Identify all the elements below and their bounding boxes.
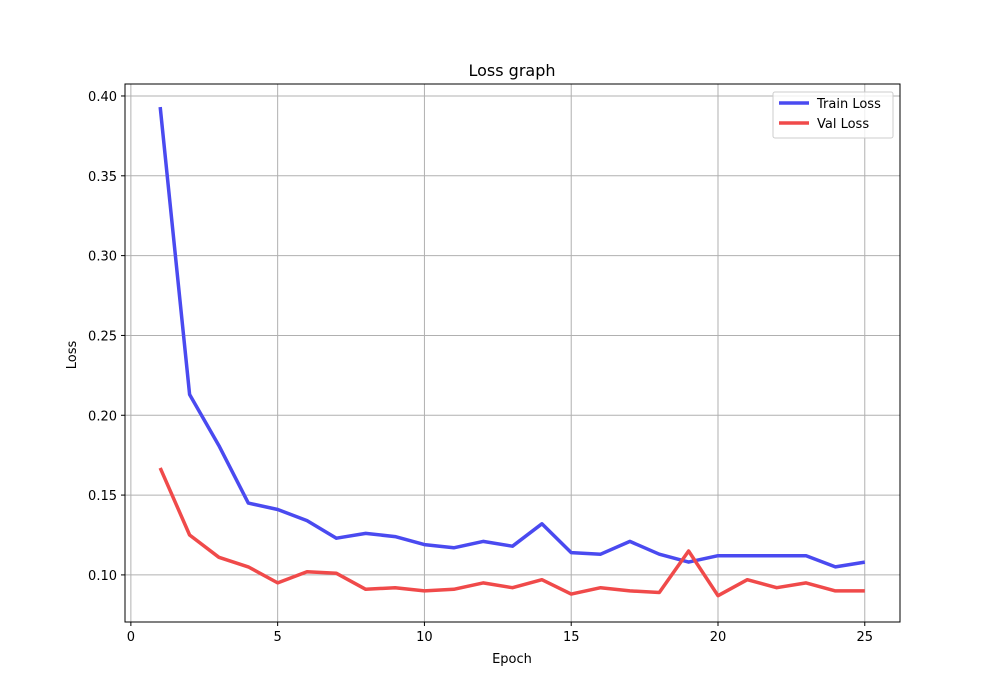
legend-label-val-loss: Val Loss	[817, 117, 869, 132]
legend: Train Loss Val Loss	[772, 91, 894, 139]
x-axis-label: Epoch	[492, 652, 532, 667]
x-tick-label: 10	[416, 630, 433, 645]
series-line-val-loss	[158, 467, 865, 598]
series-lines	[158, 106, 866, 598]
y-axis-label: Loss	[65, 341, 80, 370]
x-tick-label: 25	[856, 630, 873, 645]
x-tick-label: 5	[274, 630, 282, 645]
x-axis-ticks: 0 5 10 15 20 25	[127, 622, 873, 645]
plot-frame	[124, 83, 901, 623]
y-tick-label: 0.15	[88, 489, 117, 504]
y-tick-label: 0.20	[88, 409, 117, 424]
grid-lines	[125, 84, 900, 622]
y-tick-label: 0.30	[88, 250, 117, 265]
x-tick-label: 0	[127, 630, 135, 645]
y-tick-label: 0.25	[88, 329, 117, 344]
y-tick-label: 0.40	[88, 90, 117, 105]
x-tick-label: 15	[563, 630, 580, 645]
y-tick-label: 0.10	[88, 569, 117, 584]
legend-label-train-loss: Train Loss	[816, 97, 881, 112]
y-axis-ticks: 0.10 0.15 0.20 0.25 0.30 0.35 0.40	[88, 90, 125, 584]
x-tick-label: 20	[710, 630, 727, 645]
series-line-train-loss	[158, 106, 866, 569]
y-tick-label: 0.35	[88, 170, 117, 185]
chart-title: Loss graph	[468, 61, 555, 80]
